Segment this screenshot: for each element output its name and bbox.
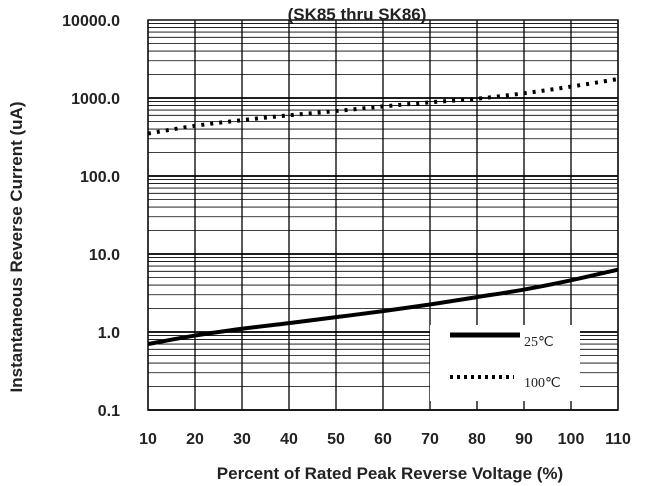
- chart-title: (SK85 thru SK86): [288, 5, 427, 24]
- y-tick-label: 0.1: [98, 403, 120, 420]
- x-tick-label: 60: [374, 431, 392, 448]
- x-tick-label: 10: [139, 431, 157, 448]
- x-tick-label: 100: [558, 431, 585, 448]
- x-tick-label: 70: [421, 431, 439, 448]
- legend: 25℃ 100℃: [430, 325, 580, 401]
- y-tick-label: 1.0: [98, 325, 120, 342]
- grid: [147, 20, 619, 411]
- x-tick-label: 110: [605, 431, 631, 448]
- plot-frame: [147, 19, 619, 411]
- y-axis-label: Instantaneous Reverse Current (uA): [7, 102, 26, 393]
- legend-label-25c: 25℃: [524, 335, 554, 350]
- x-axis-label: Percent of Rated Peak Reverse Voltage (%…: [217, 464, 563, 483]
- x-tick-labels: 10 20 30 40 50 60 70 80 90 100 110: [139, 431, 631, 448]
- x-tick-label: 30: [233, 431, 251, 448]
- legend-label-100c: 100℃: [524, 376, 561, 391]
- legend-item-25c: 25℃: [450, 332, 554, 350]
- y-tick-label: 1000.0: [71, 91, 120, 108]
- y-tick-labels: 0.1 1.0 10.0 100.0 1000.0 10000.0: [62, 13, 120, 420]
- y-tick-label: 10.0: [89, 247, 120, 264]
- series-line-1: [147, 77, 619, 136]
- x-tick-label: 90: [515, 431, 533, 448]
- x-tick-label: 50: [327, 431, 345, 448]
- x-tick-label: 80: [468, 431, 486, 448]
- y-tick-label: 100.0: [80, 169, 120, 186]
- series-line-0: [147, 267, 619, 347]
- legend-item-100c: 100℃: [450, 375, 561, 391]
- series-layer: [147, 77, 619, 347]
- y-tick-label: 10000.0: [62, 13, 120, 30]
- legend-box: [430, 325, 580, 401]
- x-tick-label: 20: [186, 431, 204, 448]
- x-tick-label: 40: [280, 431, 298, 448]
